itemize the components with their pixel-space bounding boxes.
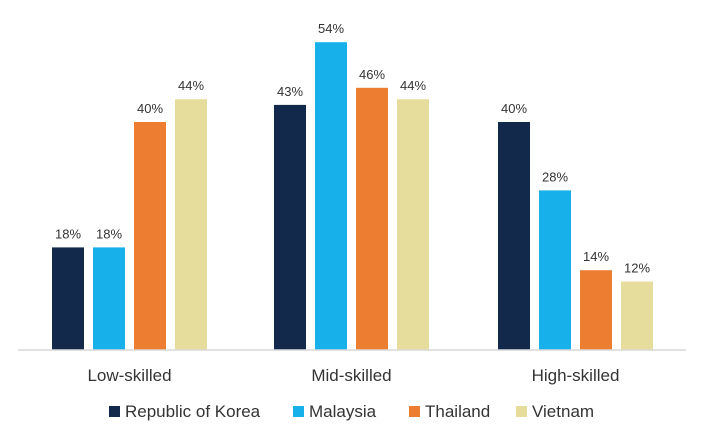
data-label-republic-of-korea-low-skilled: 18% xyxy=(55,226,81,241)
bar-thailand-high-skilled xyxy=(580,270,612,350)
data-labels-group: 18% 18% 40% 44% 43% 54% 46% 44% 40% 28% 14% 12% xyxy=(55,21,650,275)
bar-vietnam-low-skilled xyxy=(175,99,207,350)
data-label-vietnam-high-skilled: 12% xyxy=(624,261,650,276)
legend-label-malaysia: Malaysia xyxy=(309,402,377,421)
legend-swatch-vietnam xyxy=(516,406,527,417)
legend-label-vietnam: Vietnam xyxy=(532,402,594,421)
bar-vietnam-high-skilled xyxy=(621,281,653,350)
legend-swatch-malaysia xyxy=(293,406,304,417)
data-label-malaysia-mid-skilled: 54% xyxy=(318,21,344,36)
bar-thailand-mid-skilled xyxy=(356,87,388,351)
data-label-vietnam-low-skilled: 44% xyxy=(178,78,204,93)
bar-republic-of-korea-low-skilled xyxy=(52,247,84,350)
category-label-mid-skilled: Mid-skilled xyxy=(311,366,391,385)
legend: Republic of Korea Malaysia Thailand Vietnam xyxy=(109,402,594,421)
data-label-republic-of-korea-high-skilled: 40% xyxy=(501,101,527,116)
data-label-thailand-high-skilled: 14% xyxy=(583,249,609,264)
data-label-vietnam-mid-skilled: 44% xyxy=(400,78,426,93)
bar-malaysia-low-skilled xyxy=(93,247,125,350)
category-label-high-skilled: High-skilled xyxy=(532,366,620,385)
bar-vietnam-mid-skilled xyxy=(397,99,429,350)
data-label-republic-of-korea-mid-skilled: 43% xyxy=(277,84,303,99)
bar-thailand-low-skilled xyxy=(134,122,166,350)
legend-swatch-republic-of-korea xyxy=(109,406,120,417)
legend-label-republic-of-korea: Republic of Korea xyxy=(125,402,261,421)
bar-malaysia-high-skilled xyxy=(539,190,571,350)
data-label-thailand-low-skilled: 40% xyxy=(137,101,163,116)
bar-republic-of-korea-high-skilled xyxy=(498,122,530,350)
category-labels-group: Low-skilled Mid-skilled High-skilled xyxy=(87,366,619,385)
category-label-low-skilled: Low-skilled xyxy=(87,366,171,385)
legend-label-thailand: Thailand xyxy=(425,402,490,421)
data-label-malaysia-high-skilled: 28% xyxy=(542,169,568,184)
data-label-malaysia-low-skilled: 18% xyxy=(96,226,122,241)
legend-swatch-thailand xyxy=(409,406,420,417)
bars-group xyxy=(52,42,653,351)
bar-malaysia-mid-skilled xyxy=(315,42,347,350)
bar-republic-of-korea-mid-skilled xyxy=(274,104,306,351)
data-label-thailand-mid-skilled: 46% xyxy=(359,67,385,82)
